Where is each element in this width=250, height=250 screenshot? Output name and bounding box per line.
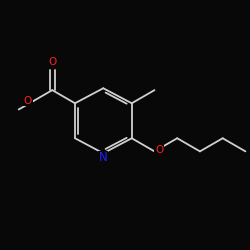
Text: O: O xyxy=(48,57,56,67)
Text: O: O xyxy=(155,145,163,155)
Text: N: N xyxy=(99,151,108,164)
Text: O: O xyxy=(24,96,32,106)
